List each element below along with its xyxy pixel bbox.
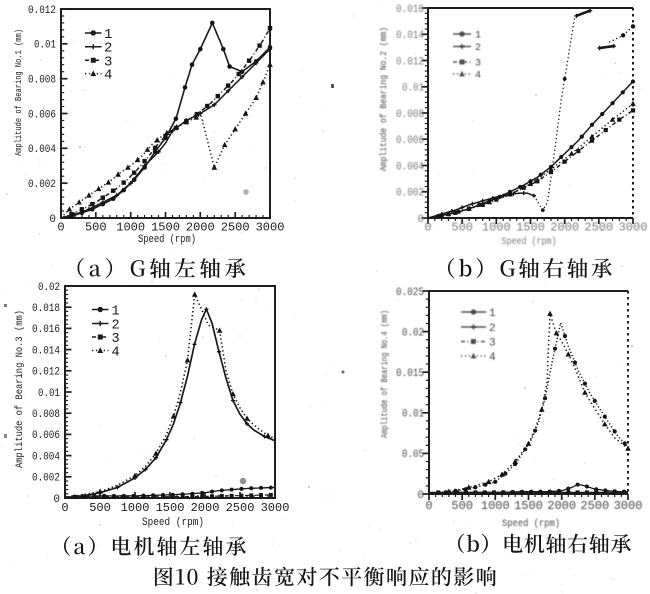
svg-text:2: 2 [489,323,496,335]
svg-text:0.008: 0.008 [32,409,60,421]
svg-text:0: 0 [424,221,431,235]
svg-text:0: 0 [417,490,424,502]
svg-text:Amplitude of Bearing No.2 (mm): Amplitude of Bearing No.2 (mm) [379,27,389,171]
svg-text:0.012: 0.012 [28,5,56,17]
svg-text:Speed (rpm): Speed (rpm) [502,236,557,248]
svg-text:0.006: 0.006 [28,109,56,121]
svg-text:Speed (rpm): Speed (rpm) [138,234,196,246]
svg-text:0.004: 0.004 [32,451,60,463]
svg-text:0: 0 [425,499,432,513]
svg-text:0.016: 0.016 [32,324,60,336]
svg-text:1500: 1500 [514,499,543,513]
svg-text:0: 0 [53,494,60,506]
svg-text:4: 4 [104,68,112,84]
svg-text:0.006: 0.006 [32,430,60,442]
svg-text:0.012: 0.012 [396,56,424,68]
svg-text:2000: 2000 [547,499,576,513]
svg-text:2500: 2500 [221,221,250,235]
svg-text:1000: 1000 [116,221,145,235]
svg-text:1: 1 [112,304,120,319]
svg-text:4: 4 [112,345,120,360]
svg-text:4: 4 [475,71,481,82]
svg-text:0.014: 0.014 [32,345,60,357]
svg-text:0.01: 0.01 [38,388,60,400]
svg-text:2: 2 [112,318,120,333]
svg-text:3000: 3000 [261,501,290,515]
svg-text:Amplitude of Bearing No.4 (mm): Amplitude of Bearing No.4 (mm) [380,310,390,438]
svg-text:0.01: 0.01 [34,40,56,52]
svg-text:0.025: 0.025 [396,287,424,299]
svg-text:3: 3 [104,54,112,70]
svg-text:2000: 2000 [550,221,579,235]
svg-text:2: 2 [104,41,112,57]
svg-text:0: 0 [57,221,64,235]
svg-text:0.008: 0.008 [28,75,56,87]
svg-text:1: 1 [104,27,112,43]
svg-text:0.018: 0.018 [32,303,60,315]
svg-text:Speed (rpm): Speed (rpm) [142,517,204,529]
svg-text:2500: 2500 [584,221,613,235]
svg-text:2: 2 [475,43,481,54]
svg-text:1500: 1500 [156,501,185,515]
svg-text:2500: 2500 [580,499,609,513]
svg-text:0.05: 0.05 [402,449,424,461]
svg-text:1: 1 [475,31,481,42]
svg-text:3: 3 [489,338,496,350]
svg-text:0.01: 0.01 [402,83,424,95]
svg-text:0.02: 0.02 [402,327,424,339]
svg-text:3000: 3000 [614,499,643,513]
svg-text:500: 500 [451,221,473,235]
svg-text:500: 500 [85,221,107,235]
svg-text:1500: 1500 [151,221,180,235]
svg-text:0.014: 0.014 [396,30,424,42]
svg-text:3: 3 [475,59,481,70]
svg-text:3000: 3000 [619,221,648,235]
svg-text:0.012: 0.012 [32,367,60,379]
svg-text:0.015: 0.015 [396,368,424,380]
svg-text:0.01: 0.01 [402,409,424,421]
svg-text:0.002: 0.002 [32,473,60,485]
svg-text:Speed (rpm): Speed (rpm) [502,518,560,530]
svg-text:0.008: 0.008 [396,109,424,121]
svg-text:0.016: 0.016 [396,4,424,16]
svg-text:0.004: 0.004 [28,144,56,156]
svg-text:2000: 2000 [186,221,215,235]
svg-text:1000: 1000 [482,221,511,235]
svg-text:1000: 1000 [481,499,510,513]
svg-text:0.02: 0.02 [38,282,60,294]
svg-text:0.006: 0.006 [396,135,424,147]
svg-text:500: 500 [89,501,111,515]
svg-text:1: 1 [489,308,496,320]
svg-text:500: 500 [451,499,473,513]
svg-text:0.004: 0.004 [396,161,424,173]
svg-text:0.002: 0.002 [28,179,56,191]
svg-text:2000: 2000 [191,501,220,515]
svg-text:1000: 1000 [121,501,150,515]
svg-text:1500: 1500 [516,221,545,235]
svg-text:2500: 2500 [226,501,255,515]
svg-text:0: 0 [417,214,424,226]
svg-text:3: 3 [112,332,120,347]
svg-text:0.002: 0.002 [396,188,424,200]
svg-text:4: 4 [489,352,496,364]
svg-text:0: 0 [49,214,56,226]
svg-text:0: 0 [61,501,68,515]
svg-text:Amplitude of Bearing No.3 (mm): Amplitude of Bearing No.3 (mm) [14,310,26,468]
svg-text:3000: 3000 [256,221,285,235]
svg-text:Amplitude of Bearing No.1 (mm): Amplitude of Bearing No.1 (mm) [14,29,24,156]
